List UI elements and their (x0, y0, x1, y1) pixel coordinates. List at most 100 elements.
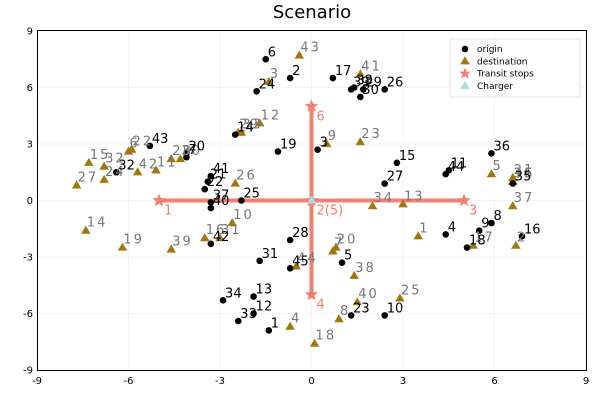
origin-markers (113, 55, 526, 334)
destination-label: 1 (419, 221, 429, 236)
origin-label: 35 (515, 170, 532, 185)
y-tick-label: -9 (23, 366, 33, 377)
transit-stop-marker (304, 287, 319, 301)
origin-marker (347, 312, 355, 319)
destination-label: 24 (105, 165, 126, 180)
transit-stop-marker (152, 193, 166, 207)
destination-label: 36 (514, 167, 535, 182)
origin-label: 5 (344, 249, 352, 264)
legend-box (449, 38, 581, 98)
destination-marker (322, 139, 332, 148)
origin-marker (207, 240, 215, 248)
origin-marker (329, 74, 337, 82)
destination-label: 2 (517, 231, 527, 246)
destination-label: 18 (316, 329, 337, 344)
origin-marker (338, 259, 346, 266)
origin-label: 45 (292, 254, 309, 269)
legend-label: Charger (477, 82, 513, 92)
origin-marker (518, 232, 526, 240)
origin-marker (381, 86, 389, 93)
transit-stop-marker (457, 193, 471, 207)
destination-label: 30 (181, 144, 202, 159)
origin-label: 1 (271, 316, 279, 331)
origin-marker (262, 55, 270, 63)
destination-marker (291, 261, 301, 270)
chart-title: Scenario (273, 2, 351, 23)
origin-label: 44 (448, 160, 465, 175)
origin-marker (207, 204, 215, 212)
origin-label: 34 (225, 286, 242, 301)
origin-label: 15 (399, 149, 416, 164)
destination-label: 13 (404, 189, 425, 204)
destination-label: 5 (492, 159, 502, 174)
destination-marker (151, 165, 161, 174)
origin-label: 11 (451, 156, 468, 171)
x-tick-label: 6 (491, 376, 497, 387)
destination-marker (81, 225, 91, 234)
origin-marker (488, 150, 495, 157)
transit-stop-label: 3 (469, 204, 477, 219)
transit-stop-label: 1 (164, 204, 172, 219)
destination-label: 22 (133, 135, 154, 150)
origin-label: 19 (280, 138, 297, 153)
origin-marker (113, 168, 120, 176)
x-tick-label: -9 (32, 376, 42, 387)
origin-marker (475, 227, 483, 234)
x-tick-label: 9 (583, 376, 589, 387)
origin-marker (347, 86, 355, 93)
origin-marker (256, 257, 263, 265)
destination-label: 29 (239, 118, 260, 133)
origin-label: 12 (256, 300, 273, 315)
origin-label: 36 (493, 139, 510, 154)
origin-label: 24 (259, 77, 276, 92)
origin-label: 4 (448, 220, 456, 235)
origin-marker (393, 159, 401, 167)
destination-label: 32 (105, 152, 126, 167)
origin-marker (201, 185, 209, 193)
x-tick-label: -3 (215, 376, 225, 387)
destination-label: 17 (474, 231, 495, 246)
legend-triangle-marker (460, 56, 470, 65)
origin-label: 42 (213, 230, 230, 245)
origin-marker (265, 327, 273, 334)
destination-marker (285, 321, 295, 330)
destination-label: 15 (90, 148, 111, 163)
destination-marker (413, 231, 423, 240)
origin-marker (146, 142, 154, 150)
destination-marker (227, 218, 237, 227)
destination-marker (294, 50, 305, 59)
destination-label: 43 (300, 40, 321, 55)
y-tick-label: 9 (27, 27, 33, 38)
origin-marker (286, 74, 294, 82)
origin-label: 33 (240, 307, 257, 322)
origin-label: 8 (493, 209, 501, 224)
origin-marker (381, 180, 389, 187)
origin-label: 22 (207, 175, 224, 190)
destination-marker (468, 240, 478, 249)
origin-marker (381, 312, 389, 319)
origin-label: 39 (353, 75, 370, 90)
origin-label: 31 (262, 247, 279, 262)
legend-label: Transit stops (476, 70, 534, 80)
origin-label: 3 (320, 136, 328, 151)
destination-label: 25 (401, 283, 422, 298)
origin-label: 25 (243, 187, 260, 202)
origin-marker (357, 93, 364, 101)
origin-marker (463, 244, 471, 251)
origin-label: 28 (292, 226, 309, 241)
destination-marker (508, 201, 518, 210)
origin-marker (360, 86, 367, 93)
destination-label: 39 (172, 234, 193, 249)
origin-label: 10 (387, 301, 404, 316)
x-tick-label: 0 (308, 376, 314, 387)
destination-marker (254, 118, 265, 127)
origin-label: 20 (188, 139, 205, 154)
origin-marker (207, 172, 215, 180)
destination-marker (355, 69, 366, 78)
destination-marker (355, 137, 366, 146)
origin-label: 13 (256, 283, 273, 298)
destination-label: 16 (206, 223, 227, 238)
destination-marker (84, 157, 94, 166)
destination-label: 34 (374, 191, 395, 206)
